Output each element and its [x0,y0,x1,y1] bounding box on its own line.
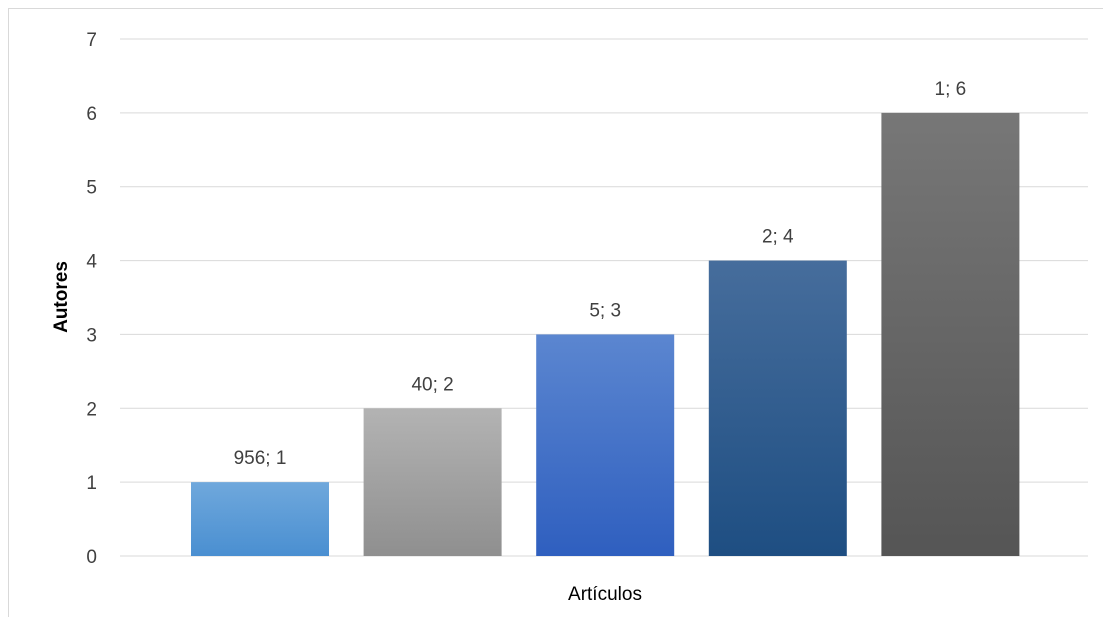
bar [708,260,847,556]
bars [191,112,1020,556]
bar-data-label: 1; 6 [935,79,967,100]
data-labels: 956; 1 40; 2 5; 3 2; 4 1; 6 [234,79,967,469]
y-tick-label: 5 [86,178,97,199]
y-tick-label: 2 [86,399,97,420]
bar-data-label: 40; 2 [411,374,453,395]
bar-data-label: 956; 1 [234,448,287,469]
chart-frame [8,8,1103,617]
y-axis-title: Autores [51,261,72,333]
bar [191,482,329,556]
bar [536,334,675,556]
y-tick-label: 3 [86,325,97,346]
y-tick-label: 0 [86,547,97,568]
bar-data-label: 5; 3 [589,300,621,321]
bar [363,408,502,556]
x-axis-title: Artículos [568,584,642,605]
y-axis-ticks: 0 1 2 3 4 5 6 7 [86,30,97,568]
y-tick-label: 7 [86,30,97,51]
y-tick-label: 4 [86,252,97,273]
bar-data-label: 2; 4 [762,227,794,248]
bar [881,112,1020,556]
y-tick-label: 1 [86,473,97,494]
y-tick-label: 6 [86,104,97,125]
